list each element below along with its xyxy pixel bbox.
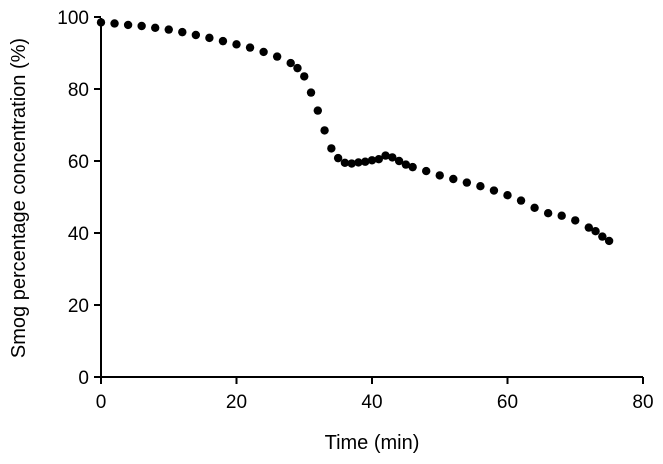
x-axis-title: Time (min) — [325, 432, 420, 454]
data-point — [557, 211, 566, 220]
data-point — [489, 186, 499, 195]
data-point — [218, 36, 228, 46]
data-point — [333, 153, 343, 163]
data-point — [571, 216, 580, 225]
data-point — [313, 106, 322, 115]
data-point — [604, 236, 614, 246]
data-point — [320, 126, 329, 135]
data-point — [516, 196, 526, 205]
y-tick-label: 60 — [68, 152, 89, 173]
y-tick-label: 20 — [68, 296, 89, 317]
data-point — [137, 21, 146, 31]
data-point — [543, 209, 553, 218]
data-point — [151, 23, 160, 32]
data-point — [205, 33, 214, 43]
x-tick-label: 20 — [226, 392, 247, 413]
x-axis-ticks: 0 20 40 60 80 — [96, 377, 654, 413]
data-points — [96, 18, 614, 246]
y-tick-label: 100 — [57, 8, 89, 29]
data-point — [340, 158, 350, 167]
data-point — [422, 166, 431, 176]
data-point — [272, 52, 282, 61]
x-tick-label: 60 — [497, 392, 518, 413]
data-point — [306, 88, 316, 97]
data-point — [503, 191, 512, 200]
x-tick-label: 0 — [96, 392, 107, 413]
data-point — [123, 20, 133, 30]
data-point — [178, 27, 187, 37]
data-point — [367, 156, 377, 165]
data-point — [164, 25, 173, 34]
data-point — [374, 155, 383, 164]
data-point — [96, 18, 106, 27]
y-tick-label: 40 — [68, 224, 89, 245]
data-point — [435, 171, 444, 180]
data-point — [462, 178, 472, 187]
data-point — [408, 162, 417, 172]
plot-area — [100, 18, 643, 378]
data-point — [381, 151, 390, 160]
data-point — [584, 223, 593, 232]
x-tick-label: 80 — [632, 392, 653, 413]
data-point — [530, 203, 539, 212]
data-point — [388, 153, 397, 162]
data-point — [401, 160, 411, 169]
data-point — [449, 174, 458, 184]
data-point — [293, 63, 302, 73]
y-tick-label: 0 — [78, 368, 89, 389]
data-point — [259, 47, 268, 57]
data-point — [327, 144, 336, 153]
data-point — [245, 43, 255, 52]
y-axis-title: Smog percentage concentration (%) — [8, 38, 30, 358]
x-tick-label: 40 — [361, 392, 382, 413]
data-point — [394, 156, 404, 166]
data-point — [361, 157, 370, 166]
data-point — [300, 72, 309, 81]
data-point — [191, 30, 201, 40]
data-point — [232, 40, 241, 49]
data-point — [591, 227, 600, 236]
data-point — [347, 159, 356, 168]
y-tick-label: 80 — [68, 80, 89, 101]
data-point — [286, 58, 295, 68]
data-point — [598, 232, 607, 241]
data-point — [110, 19, 119, 28]
y-axis-ticks: 0 20 40 60 80 100 — [57, 8, 101, 389]
data-point — [354, 158, 363, 167]
data-point — [476, 182, 485, 191]
